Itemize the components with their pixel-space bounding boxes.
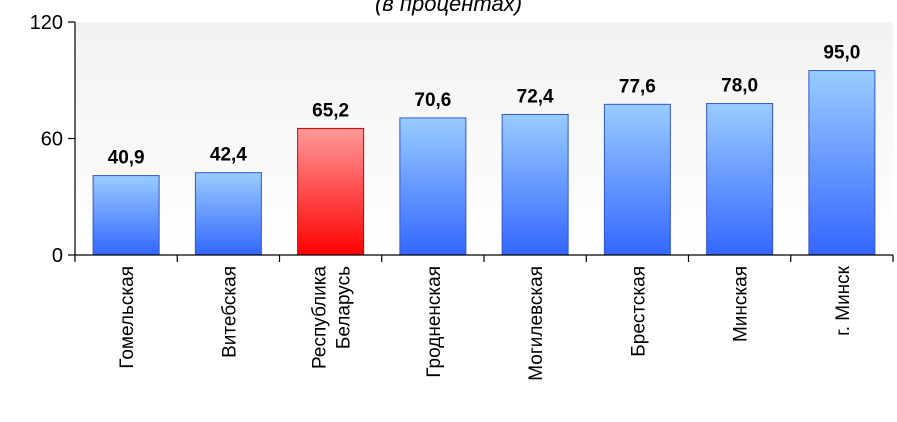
y-tick-label-2: 60	[41, 129, 63, 151]
x-tick-label-line: Витебская	[219, 266, 240, 358]
data-label-4: 70,6	[414, 90, 451, 111]
x-tick-label-line: Республика	[310, 266, 331, 369]
chart-subtitle: (в процентах)	[374, 0, 523, 16]
x-tick-label-line: Брестская	[628, 266, 649, 357]
x-tick-label-1: Гомельская	[117, 266, 138, 369]
data-label-3: 65,2	[312, 100, 349, 121]
x-tick-label-7: Минская	[731, 266, 752, 342]
bar-4	[399, 117, 467, 256]
x-tick-label-8: г. Минск	[833, 265, 854, 336]
data-label-2: 42,4	[210, 145, 247, 166]
y-tick-label-1: 0	[52, 245, 63, 267]
x-tick-label-line: Гомельская	[117, 266, 138, 369]
bar-1	[92, 175, 160, 256]
x-tick-label-line: Могилевская	[526, 266, 547, 381]
bar-3	[297, 127, 365, 256]
x-tick-label-line: Гродненская	[424, 266, 445, 378]
data-label-7: 78,0	[721, 76, 758, 97]
y-tick-label-3: 120	[30, 12, 63, 34]
x-tick-label-line: Минская	[731, 266, 752, 342]
bar-6	[603, 103, 671, 256]
data-label-8: 95,0	[823, 43, 860, 64]
x-tick-label-4: Гродненская	[424, 266, 445, 378]
data-label-5: 72,4	[517, 86, 554, 107]
x-tick-label-5: Могилевская	[526, 266, 547, 381]
x-tick-label-3: Республика Беларусь	[310, 266, 355, 369]
bar-5	[501, 113, 569, 256]
x-tick-label-line: Беларусь	[334, 266, 355, 349]
bar-7	[706, 103, 774, 256]
data-label-6: 77,6	[619, 76, 656, 97]
data-label-1: 40,9	[108, 148, 145, 169]
bar-2	[194, 172, 262, 256]
x-tick-label-line: г. Минск	[833, 265, 854, 336]
bar-8	[808, 70, 876, 256]
x-tick-label-2: Витебская	[219, 266, 240, 358]
x-tick-label-6: Брестская	[628, 266, 649, 357]
